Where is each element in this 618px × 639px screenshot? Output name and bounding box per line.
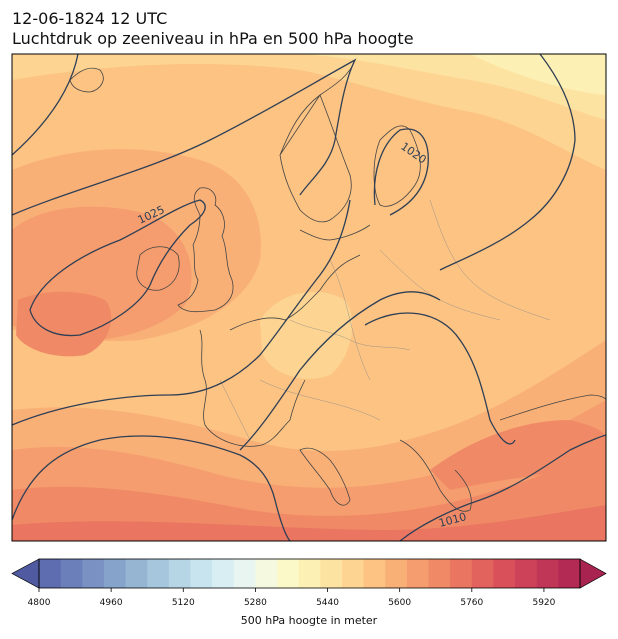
border-france-germany: [289, 319, 411, 351]
border-iberia: [219, 379, 251, 441]
map-frame: [11, 53, 607, 542]
scandinavia-coast: [279, 59, 356, 223]
border-baltics: [429, 199, 551, 321]
colorbar-cell: [103, 559, 127, 588]
isobar-1025: [29, 199, 206, 337]
colorbar-tick-label: 5600: [388, 598, 412, 608]
colorbar-tick-label: 5920: [532, 598, 556, 608]
colorbar-cell: [39, 559, 62, 588]
colorbar-cell: [298, 559, 321, 588]
colorbar-cell: [60, 559, 83, 588]
italy-coast: [299, 447, 351, 506]
ireland-coast: [136, 246, 180, 291]
isobar-1020-north: [12, 58, 357, 216]
isobar-1010: [399, 434, 606, 541]
height-band-5480: [470, 54, 606, 95]
colorbar-cells: [39, 559, 581, 588]
colorbar-tick-label: 4960: [99, 598, 123, 608]
iberia-coast: [199, 329, 306, 447]
colorbar-cell: [428, 559, 451, 588]
map-panel: 1025 1020 1010: [12, 54, 606, 541]
isobars: [12, 54, 606, 541]
isobar-south-west: [12, 435, 291, 541]
iceland-coast: [69, 67, 104, 93]
colorbar-cell: [168, 559, 191, 588]
black-sea-coast: [499, 394, 606, 421]
colorbar-cell: [255, 559, 278, 588]
map-subtitle: Luchtdruk op zeeniveau in hPa en 500 hPa…: [12, 29, 414, 48]
colorbar-cell: [320, 559, 343, 588]
colorbar-cell: [363, 559, 386, 588]
height-band-atlantic-core: [16, 291, 112, 357]
map-title: 12-06-1824 12 UTC Luchtdruk op zeeniveau…: [12, 9, 414, 49]
colorbar-cell: [190, 559, 213, 588]
colorbar-cell: [147, 559, 170, 588]
border-alps: [259, 379, 381, 421]
height-band-south-5760: [12, 505, 606, 541]
colorbar-cell: [406, 559, 430, 588]
isobar-1015: [239, 291, 441, 451]
colorbar-cell: [233, 559, 256, 588]
height-band-east-med: [430, 420, 606, 490]
colorbar-ticks: [38, 588, 545, 592]
great-britain-coast: [177, 187, 234, 313]
colorbar-cell: [277, 559, 300, 588]
colorbar-tick-label: 5280: [243, 598, 267, 608]
colorbar-tick-label: 5120: [171, 598, 195, 608]
height-band-5560: [12, 54, 606, 170]
height-band-central-trough: [260, 291, 353, 379]
balkan-coast: [399, 439, 472, 512]
colorbar-frame: [38, 558, 581, 589]
isobar-east: [439, 54, 576, 271]
colorbar-cell: [385, 559, 408, 588]
colorbar-cell: [341, 559, 365, 588]
colorbar-tick-label: 5440: [316, 598, 339, 608]
colorbar-cell: [450, 559, 473, 588]
colorbar-cell: [82, 559, 105, 588]
colorbar-cell: [471, 559, 494, 588]
map-date-title: 12-06-1824 12 UTC: [12, 9, 168, 28]
isobar-central-europe: [364, 312, 516, 445]
coastlines: [69, 59, 606, 512]
colorbar-cell: [558, 559, 581, 588]
colorbar-tick-label: 5760: [460, 598, 484, 608]
colorbar-min-arrow: [11, 558, 40, 589]
colorbar-tick-label: 4800: [27, 598, 51, 608]
colorbar-cell: [536, 559, 559, 588]
isobar-1020-central: [12, 199, 351, 426]
colorbar-cell: [125, 559, 148, 588]
colorbar: [11, 558, 607, 592]
colorbar-label: 500 hPa hoogte in meter: [240, 614, 378, 627]
isobar-north-atlantic: [12, 54, 79, 156]
isobar-1020-finland: [373, 128, 429, 216]
height-band-south-5720: [12, 450, 606, 541]
baltic-coast: [299, 224, 371, 241]
north-sea-coast: [229, 254, 361, 331]
colorbar-cell: [212, 559, 235, 588]
height-band-5520: [12, 54, 606, 120]
colorbar-cell: [515, 559, 538, 588]
colorbar-cell: [493, 559, 516, 588]
colorbar-max-arrow: [579, 558, 607, 589]
